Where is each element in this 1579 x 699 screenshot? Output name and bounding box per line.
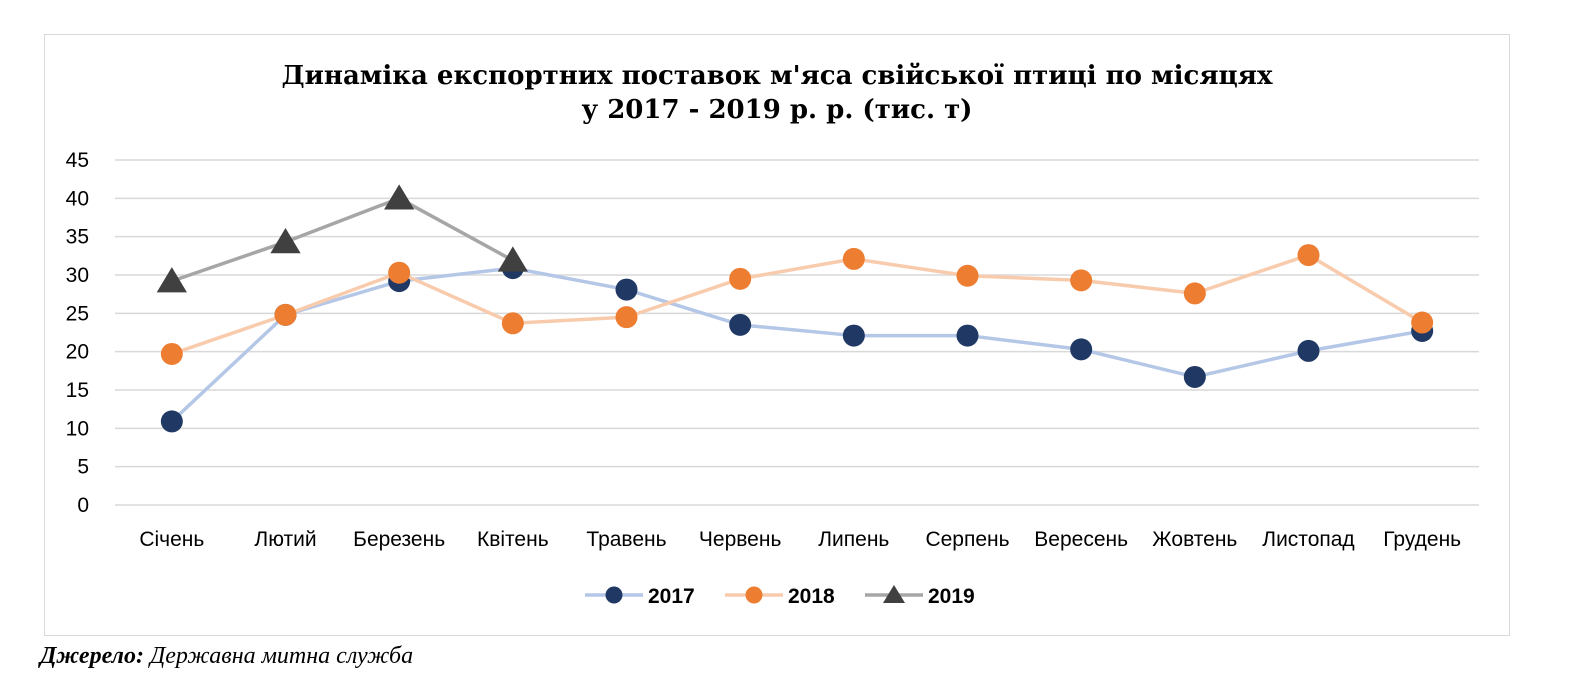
- source-text: Державна митна служба: [149, 643, 414, 669]
- data-point-2017-6: [729, 313, 752, 336]
- data-point-2017-9: [1070, 338, 1093, 361]
- data-point-2019-2: [270, 228, 301, 254]
- data-point-2018-12: [1411, 311, 1434, 334]
- data-point-2019-1: [156, 267, 187, 293]
- x-tick-label: Червень: [699, 528, 782, 551]
- legend-marker-2017: [605, 586, 623, 604]
- x-axis-ticks: Січень Лютий Березень Квітень Травень Червень…: [139, 528, 1461, 551]
- x-tick-label: Серпень: [925, 528, 1009, 551]
- data-point-2018-4: [501, 312, 524, 335]
- data-point-2017-11: [1297, 339, 1320, 362]
- series-line-2017: [170, 266, 1423, 423]
- y-axis-ticks: 0 5 10 15 20 25 30 35 40 45: [66, 149, 89, 517]
- x-tick-label: Квітень: [477, 528, 549, 551]
- y-tick-label: 15: [66, 379, 89, 402]
- x-tick-label: Березень: [353, 528, 445, 551]
- data-point-2018-7: [842, 247, 865, 270]
- x-tick-label: Липень: [818, 528, 889, 551]
- legend-item-2018: 2018: [725, 585, 835, 608]
- data-point-2018-9: [1070, 269, 1093, 292]
- chart-title: Динаміка експортних поставок м'яса свійс…: [45, 59, 1509, 127]
- series-2017: [160, 257, 1434, 433]
- legend-label-2017: 2017: [648, 585, 695, 608]
- data-point-2017-8: [956, 324, 979, 347]
- x-tick-label: Лютий: [254, 528, 316, 551]
- data-point-2018-3: [388, 261, 411, 284]
- data-point-2017-7: [842, 324, 865, 347]
- data-point-2017-5: [615, 278, 638, 301]
- y-tick-label: 10: [66, 417, 89, 440]
- data-point-2019-4: [497, 246, 528, 272]
- data-point-2018-2: [274, 303, 297, 326]
- legend-marker-2019: [883, 585, 905, 603]
- chart-title-line-1: Динаміка експортних поставок м'яса свійс…: [281, 61, 1273, 91]
- legend-marker-2018: [745, 586, 763, 604]
- x-tick-label: Січень: [139, 528, 204, 551]
- x-tick-label: Жовтень: [1152, 528, 1237, 551]
- source-note: Джерело: Державна митна служба: [40, 643, 413, 670]
- data-point-2017-10: [1183, 365, 1206, 388]
- legend-item-2017: 2017: [585, 585, 695, 608]
- series-group: [156, 184, 1434, 433]
- series-2019: [156, 184, 528, 293]
- y-tick-label: 0: [77, 494, 89, 517]
- data-point-2017-1: [160, 410, 183, 433]
- y-tick-label: 35: [66, 226, 89, 249]
- data-point-2018-8: [956, 264, 979, 287]
- chart-title-line-2: у 2017 - 2019 р. р. (тис. т): [581, 95, 973, 125]
- y-tick-label: 5: [77, 456, 89, 479]
- y-tick-label: 25: [66, 302, 89, 325]
- data-point-2018-10: [1183, 282, 1206, 305]
- y-tick-label: 30: [66, 264, 89, 287]
- line-chart: 0 5 10 15 20 25 30 35 40 45 Січень Лютий Березень Кв…: [66, 149, 1479, 608]
- x-tick-label: Вересень: [1034, 528, 1128, 551]
- data-point-2018-1: [160, 342, 183, 365]
- x-tick-label: Травень: [586, 528, 666, 551]
- legend-label-2018: 2018: [788, 585, 835, 608]
- data-point-2018-6: [729, 267, 752, 290]
- series-line-2018: [171, 253, 1424, 356]
- legend: 2017 2018 2019: [585, 585, 975, 608]
- legend-item-2019: 2019: [865, 585, 975, 608]
- y-tick-label: 40: [66, 187, 89, 210]
- y-tick-label: 45: [66, 149, 89, 172]
- legend-label-2019: 2019: [928, 585, 975, 608]
- data-point-2018-5: [615, 306, 638, 329]
- series-2018: [160, 244, 1434, 365]
- series-line-2019: [171, 196, 514, 283]
- data-point-2018-11: [1297, 244, 1320, 267]
- x-tick-label: Листопад: [1262, 528, 1354, 551]
- x-tick-label: Грудень: [1383, 528, 1461, 551]
- y-tick-label: 20: [66, 341, 89, 364]
- source-label: Джерело:: [40, 643, 144, 669]
- gridlines: [115, 159, 1479, 506]
- data-point-2019-3: [384, 184, 415, 210]
- chart-frame: Динаміка експортних поставок м'яса свійс…: [44, 34, 1510, 636]
